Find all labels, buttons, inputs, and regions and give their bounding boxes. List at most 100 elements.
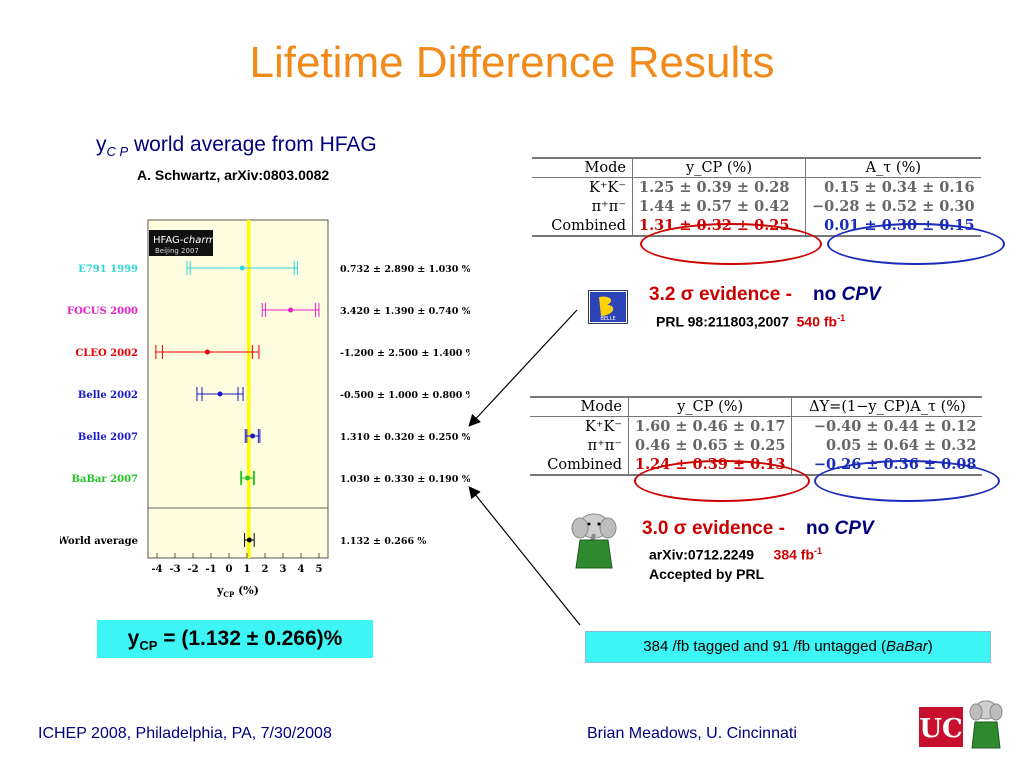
value-label: 0.732 ± 2.890 ± 1.030 % — [340, 264, 470, 275]
babar-mode: Combined — [530, 455, 629, 474]
experiment-label: Belle 2007 — [78, 432, 138, 443]
belle-ycp: 1.44 ± 0.57 ± 0.42 — [632, 197, 806, 216]
hfag-badge-charm: charm — [183, 235, 215, 246]
x-tick-label: -4 — [151, 564, 162, 575]
belle-mode: Combined — [532, 216, 633, 235]
dash: - — [785, 284, 792, 305]
world-average-point — [246, 537, 252, 543]
footer-author: Brian Meadows, U. Cincinnati — [587, 725, 797, 742]
belle-atau: −0.28 ± 0.52 ± 0.30 — [812, 198, 975, 215]
uc-logo: UC — [919, 707, 963, 747]
tagged-note-close: ) — [927, 638, 933, 655]
belle-ycp-highlight — [640, 223, 822, 265]
babar-evidence: 3.0 σ evidence - no CPV — [642, 518, 874, 540]
babar-arrow — [468, 486, 581, 626]
data-point — [204, 349, 210, 355]
svg-text:UC: UC — [919, 714, 962, 744]
x-axis-label-unit: (%) — [234, 584, 259, 597]
cpv-word: CPV — [834, 518, 874, 539]
table-row: K⁺K⁻ 1.60 ± 0.46 ± 0.17 −0.40 ± 0.44 ± 0… — [530, 416, 982, 436]
belle-lumi-exp: -1 — [837, 313, 846, 323]
data-point — [239, 265, 245, 271]
ycp-result-box: yCP = (1.132 ± 0.266)% — [97, 620, 373, 658]
belle-logo-icon: BELLE — [590, 292, 626, 322]
belle-atau: 0.15 ± 0.34 ± 0.16 — [824, 179, 975, 196]
babar-sigma-number: 3.0 — [642, 518, 669, 539]
table-row: K⁺K⁻ 1.25 ± 0.39 ± 0.28 0.15 ± 0.34 ± 0.… — [532, 177, 981, 197]
tagged-note-babar: BaBar — [886, 638, 928, 655]
babar-accepted: Accepted by PRL — [649, 566, 765, 582]
uc-logo-icon: UC — [919, 714, 962, 744]
babar-ycp: 1.60 ± 0.46 ± 0.17 — [628, 416, 793, 436]
belle-reference: PRL 98:211803,2007 540 fb-1 — [656, 313, 845, 330]
dash: - — [778, 518, 785, 539]
x-tick-label: 2 — [262, 564, 269, 575]
babar-arxiv: arXiv:0712.2249 — [649, 546, 755, 563]
babar-dy: −0.40 ± 0.44 ± 0.12 — [813, 418, 977, 435]
babar-elephant-small-logo — [967, 698, 1005, 750]
belle-header-atau: A_τ (%) — [805, 159, 981, 178]
slide-title: Lifetime Difference Results — [249, 38, 775, 87]
evidence-word: evidence — [691, 518, 774, 539]
belle-atau-highlight — [827, 223, 1005, 265]
belle-ycp: 1.25 ± 0.39 ± 0.28 — [632, 177, 806, 197]
cpv-word: CPV — [841, 284, 881, 305]
ycp-y: y — [127, 627, 140, 650]
belle-mode: K⁺K⁻ — [532, 177, 633, 197]
belle-prl: PRL 98:211803,2007 — [656, 313, 789, 330]
x-tick-label: 5 — [316, 564, 323, 575]
x-tick-label: 1 — [244, 564, 251, 575]
subtitle-cp: C P — [106, 144, 129, 159]
elephant-icon — [969, 700, 1003, 749]
svg-text:BELLE: BELLE — [600, 316, 615, 322]
sigma-symbol: σ — [673, 518, 687, 539]
world-average-label: World average — [60, 536, 138, 547]
data-point — [217, 391, 223, 397]
value-label: 3.420 ± 1.390 ± 0.740 % — [340, 306, 470, 317]
tagged-note-box: 384 /fb tagged and 91 /fb untagged (BaBa… — [585, 631, 991, 663]
sigma-symbol: σ — [680, 284, 694, 305]
tagged-note-text: 384 /fb tagged and 91 /fb untagged ( — [643, 638, 886, 655]
value-label: -1.200 ± 2.500 ± 1.400 % — [340, 348, 470, 359]
experiment-label: Belle 2002 — [78, 390, 138, 401]
footer-conference: ICHEP 2008, Philadelphia, PA, 7/30/2008 — [38, 725, 332, 742]
no-word: no — [813, 284, 837, 305]
babar-header-dy: ΔY=(1−y_CP)A_τ (%) — [791, 398, 983, 417]
babar-ycp: 0.46 ± 0.65 ± 0.25 — [628, 436, 793, 455]
belle-evidence: 3.2 σ evidence - no CPV — [649, 284, 881, 306]
hfag-badge — [149, 230, 213, 256]
value-label: 1.030 ± 0.330 ± 0.190 % — [340, 474, 470, 485]
x-tick-label: 4 — [298, 564, 305, 575]
ycp-sub: CP — [139, 638, 158, 654]
hfag-badge-sub: Beijing 2007 — [155, 247, 199, 255]
value-label: 1.310 ± 0.320 ± 0.250 % — [340, 432, 470, 443]
world-average-value: 1.132 ± 0.266 % — [340, 536, 426, 547]
belle-header-ycp: y_CP (%) — [632, 159, 806, 178]
x-tick-label: -2 — [187, 564, 198, 575]
belle-mode: π⁺π⁻ — [532, 197, 633, 216]
no-word: no — [806, 518, 830, 539]
belle-header-mode: Mode — [532, 159, 633, 178]
data-point — [250, 433, 256, 439]
hfag-badge-title: HFAG-charm — [153, 235, 215, 246]
x-tick-label: -3 — [169, 564, 180, 575]
belle-sigma-number: 3.2 — [649, 284, 676, 305]
subtitle-y: y — [96, 133, 107, 156]
hfag-reference: A. Schwartz, arXiv:0803.0082 — [137, 167, 330, 183]
table-row: π⁺π⁻ 1.44 ± 0.57 ± 0.42 −0.28 ± 0.52 ± 0… — [532, 197, 981, 216]
babar-mode: π⁺π⁻ — [530, 436, 629, 455]
x-tick-label: 3 — [280, 564, 287, 575]
babar-elephant-logo — [568, 510, 620, 572]
value-label: -0.500 ± 1.000 ± 0.800 % — [340, 390, 470, 401]
evidence-word: evidence — [698, 284, 781, 305]
x-axis-label-sub: CP — [223, 590, 235, 599]
babar-header-mode: Mode — [530, 398, 629, 417]
data-point — [288, 307, 294, 313]
hfag-subtitle: yC P world average from HFAG — [96, 133, 377, 159]
belle-lumi: 540 fb — [796, 313, 838, 330]
babar-dy: 0.05 ± 0.64 ± 0.32 — [826, 437, 977, 454]
experiment-label: FOCUS 2000 — [67, 306, 138, 317]
babar-reference: arXiv:0712.2249 384 fb-1 — [649, 546, 822, 563]
